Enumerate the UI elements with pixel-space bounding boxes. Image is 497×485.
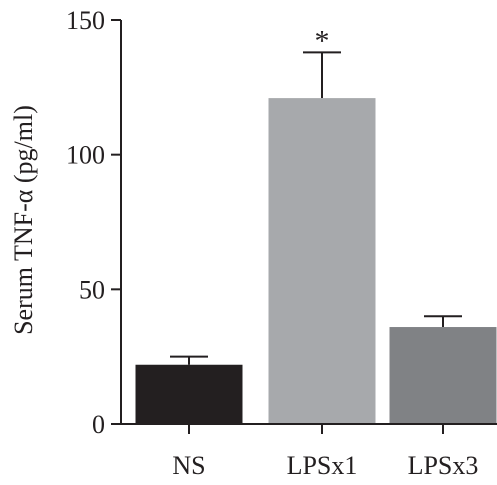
bar-lpsx1 <box>268 98 376 425</box>
y-tick-label: 50 <box>79 275 105 304</box>
x-tick-label: LPSx3 <box>408 451 479 480</box>
y-axis: 0 50 100 150 <box>66 6 121 439</box>
bar-lpsx3 <box>389 327 497 424</box>
bar-ns <box>135 364 243 424</box>
x-tick-label: NS <box>172 451 205 480</box>
y-tick-label: 100 <box>66 141 105 170</box>
y-tick-label: 0 <box>92 410 105 439</box>
significance-marker: * <box>315 24 330 57</box>
y-tick-label: 150 <box>66 6 105 35</box>
x-tick-label: LPSx1 <box>287 451 358 480</box>
bars: * <box>135 24 497 425</box>
y-axis-label: Serum TNF-α (pg/ml) <box>9 105 38 335</box>
x-axis: NS LPSx1 LPSx3 <box>172 424 478 480</box>
